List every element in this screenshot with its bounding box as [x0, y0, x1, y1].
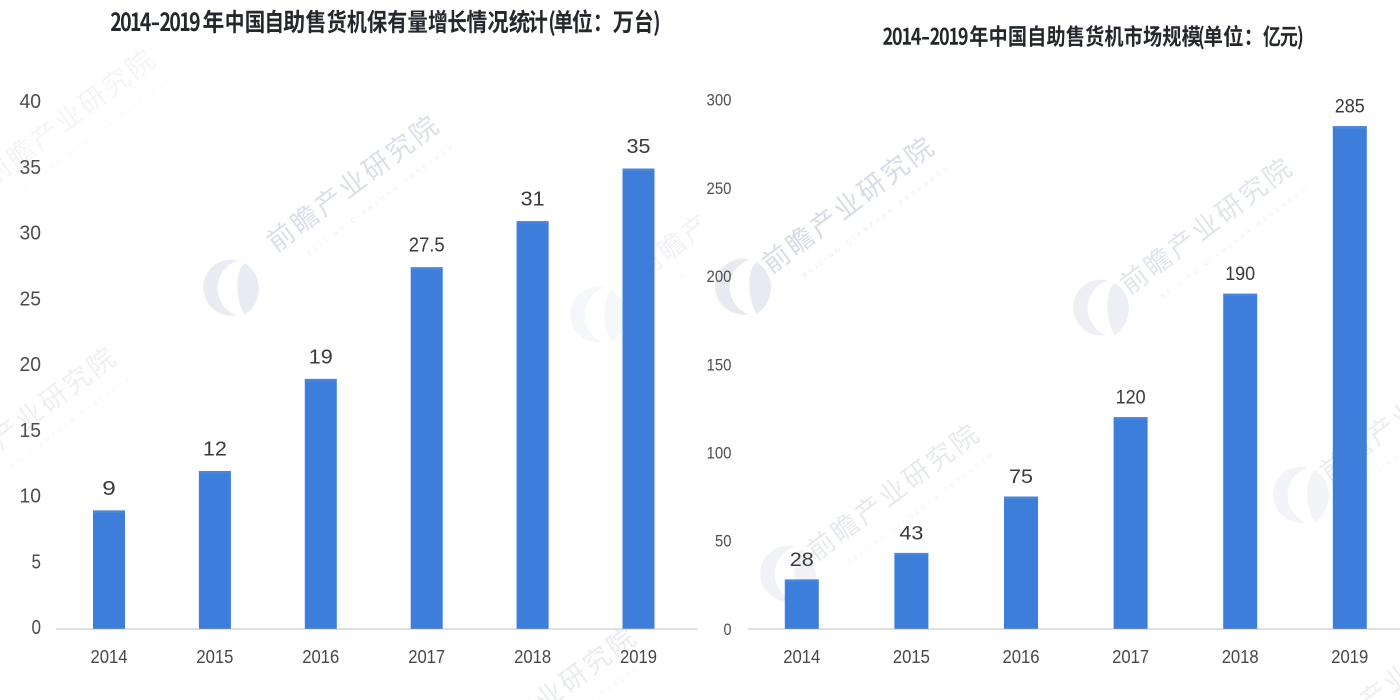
- svg-text:9: 9: [102, 478, 116, 500]
- svg-text:2014: 2014: [91, 647, 128, 667]
- svg-text:0: 0: [724, 620, 732, 639]
- svg-text:31: 31: [521, 189, 545, 211]
- svg-text:300: 300: [707, 91, 732, 110]
- svg-text:43: 43: [899, 522, 923, 544]
- svg-text:2016: 2016: [302, 647, 339, 667]
- svg-text:200: 200: [707, 267, 732, 286]
- svg-text:2017: 2017: [1112, 647, 1149, 667]
- svg-text:15: 15: [20, 420, 42, 442]
- svg-text:250: 250: [707, 179, 732, 198]
- svg-text:190: 190: [1225, 263, 1255, 285]
- svg-text:0: 0: [32, 617, 42, 639]
- svg-text:27.5: 27.5: [409, 235, 445, 257]
- svg-text:2015: 2015: [196, 647, 233, 667]
- svg-text:2016: 2016: [1003, 647, 1040, 667]
- svg-text:120: 120: [1116, 387, 1146, 409]
- svg-text:25: 25: [20, 288, 42, 310]
- svg-text:2018: 2018: [1222, 647, 1259, 667]
- svg-text:2019: 2019: [1331, 647, 1368, 667]
- svg-text:19: 19: [309, 346, 333, 368]
- svg-text:2019: 2019: [620, 647, 657, 667]
- svg-text:10: 10: [20, 486, 42, 508]
- svg-text:2014: 2014: [783, 647, 820, 667]
- svg-text:2017: 2017: [408, 647, 445, 667]
- svg-text:75: 75: [1009, 466, 1033, 488]
- svg-text:20: 20: [20, 354, 42, 376]
- svg-text:5: 5: [32, 552, 42, 574]
- svg-text:35: 35: [20, 157, 42, 179]
- svg-text:100: 100: [707, 444, 732, 463]
- svg-text:50: 50: [715, 532, 732, 551]
- svg-text:40: 40: [20, 91, 42, 113]
- svg-text:285: 285: [1335, 96, 1365, 118]
- svg-text:2015: 2015: [893, 647, 930, 667]
- svg-text:2018: 2018: [514, 647, 551, 667]
- svg-text:150: 150: [707, 355, 732, 374]
- svg-text:12: 12: [203, 439, 227, 461]
- svg-text:28: 28: [790, 549, 814, 571]
- svg-text:35: 35: [627, 136, 651, 158]
- svg-text:30: 30: [20, 223, 42, 245]
